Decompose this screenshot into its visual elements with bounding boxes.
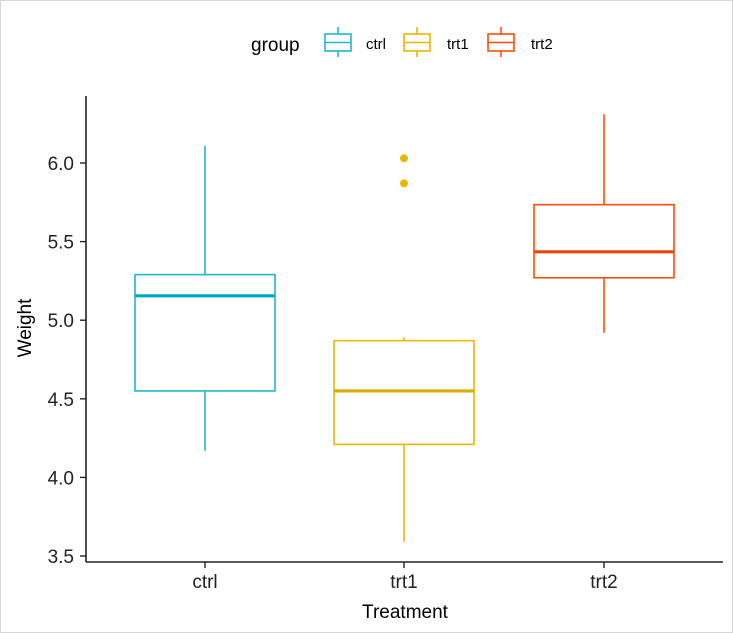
x-tick-label: ctrl	[192, 572, 217, 593]
legend-label: trt1	[447, 36, 469, 53]
legend-title: group	[251, 35, 300, 56]
y-tick-label: 4.5	[48, 390, 74, 411]
y-tick-label: 5.0	[48, 311, 74, 332]
legend-item-ctrl: ctrl	[324, 27, 386, 57]
box-iqr	[134, 273, 276, 392]
outlier-point	[400, 179, 408, 188]
x-axis-title: Treatment	[362, 602, 449, 623]
outlier-point	[400, 154, 408, 163]
legend-item-trt1: trt1	[403, 27, 469, 57]
y-tick-label: 4.0	[48, 468, 74, 489]
legend-item-trt2: trt2	[487, 27, 553, 57]
box-trt2	[533, 114, 675, 333]
box-ctrl	[134, 145, 276, 451]
y-tick-label: 6.0	[48, 154, 74, 175]
box-trt1	[333, 154, 475, 542]
legend-label: trt2	[531, 36, 553, 53]
y-axis-title: Weight	[15, 298, 36, 358]
y-tick-label: 3.5	[48, 547, 74, 568]
x-tick-label: trt2	[590, 572, 617, 593]
legend-label: ctrl	[366, 36, 386, 53]
x-tick-label: trt1	[390, 572, 417, 593]
y-tick-label: 5.5	[48, 233, 74, 254]
box-iqr	[533, 203, 675, 279]
legend: group ctrl trt1 trt2	[251, 27, 553, 57]
